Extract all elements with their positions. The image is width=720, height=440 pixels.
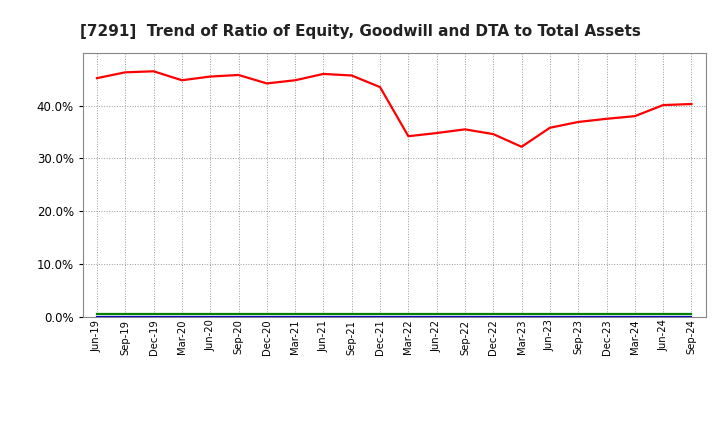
Deferred Tax Assets (631, 311, 639, 316)
Deferred Tax Assets (461, 311, 469, 316)
Text: [7291]  Trend of Ratio of Equity, Goodwill and DTA to Total Assets: [7291] Trend of Ratio of Equity, Goodwil… (80, 24, 640, 39)
Deferred Tax Assets (121, 311, 130, 316)
Goodwill (263, 314, 271, 319)
Equity (234, 72, 243, 77)
Line: Equity: Equity (97, 71, 691, 147)
Goodwill (461, 314, 469, 319)
Deferred Tax Assets (687, 311, 696, 316)
Equity (659, 103, 667, 108)
Goodwill (376, 314, 384, 319)
Equity (687, 101, 696, 106)
Deferred Tax Assets (348, 311, 356, 316)
Deferred Tax Assets (546, 311, 554, 316)
Goodwill (489, 314, 498, 319)
Equity (546, 125, 554, 130)
Goodwill (93, 314, 102, 319)
Goodwill (546, 314, 554, 319)
Equity (376, 84, 384, 90)
Deferred Tax Assets (376, 311, 384, 316)
Equity (319, 71, 328, 77)
Deferred Tax Assets (178, 311, 186, 316)
Equity (206, 74, 215, 79)
Equity (631, 114, 639, 119)
Deferred Tax Assets (574, 311, 582, 316)
Deferred Tax Assets (659, 311, 667, 316)
Equity (432, 130, 441, 136)
Deferred Tax Assets (149, 311, 158, 316)
Deferred Tax Assets (489, 311, 498, 316)
Goodwill (291, 314, 300, 319)
Goodwill (319, 314, 328, 319)
Deferred Tax Assets (93, 311, 102, 316)
Goodwill (631, 314, 639, 319)
Equity (291, 77, 300, 83)
Goodwill (659, 314, 667, 319)
Equity (404, 134, 413, 139)
Goodwill (206, 314, 215, 319)
Equity (489, 132, 498, 137)
Goodwill (574, 314, 582, 319)
Goodwill (178, 314, 186, 319)
Deferred Tax Assets (602, 311, 611, 316)
Equity (461, 127, 469, 132)
Equity (263, 81, 271, 86)
Equity (574, 119, 582, 125)
Deferred Tax Assets (291, 311, 300, 316)
Equity (93, 76, 102, 81)
Equity (517, 144, 526, 150)
Deferred Tax Assets (263, 311, 271, 316)
Goodwill (517, 314, 526, 319)
Equity (149, 69, 158, 74)
Deferred Tax Assets (432, 311, 441, 316)
Equity (178, 77, 186, 83)
Deferred Tax Assets (517, 311, 526, 316)
Goodwill (404, 314, 413, 319)
Goodwill (149, 314, 158, 319)
Goodwill (121, 314, 130, 319)
Goodwill (348, 314, 356, 319)
Goodwill (234, 314, 243, 319)
Deferred Tax Assets (206, 311, 215, 316)
Deferred Tax Assets (319, 311, 328, 316)
Equity (121, 70, 130, 75)
Goodwill (432, 314, 441, 319)
Deferred Tax Assets (404, 311, 413, 316)
Equity (348, 73, 356, 78)
Equity (602, 116, 611, 121)
Goodwill (687, 314, 696, 319)
Deferred Tax Assets (234, 311, 243, 316)
Goodwill (602, 314, 611, 319)
